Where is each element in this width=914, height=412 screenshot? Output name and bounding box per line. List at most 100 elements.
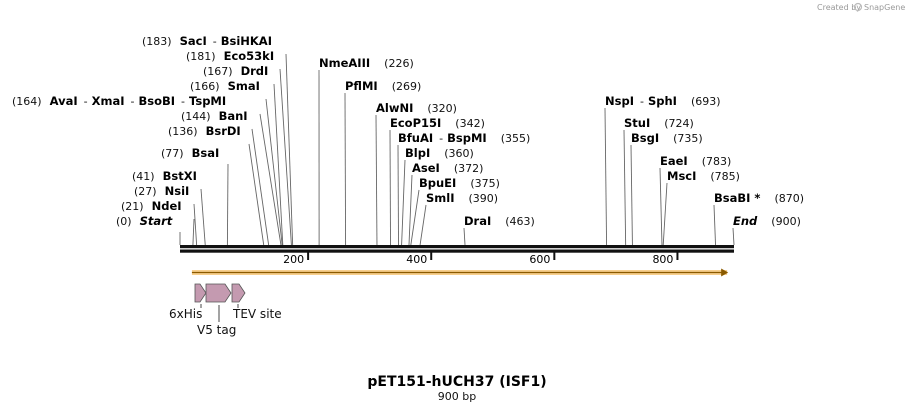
sequence-backbone	[180, 245, 734, 253]
site-leader-line	[192, 218, 195, 246]
site-name: SphI	[648, 94, 677, 108]
site-position: (785)	[710, 170, 740, 183]
site-bani[interactable]: (144) BanI	[181, 109, 248, 123]
site-leader-line	[662, 182, 668, 246]
site-bsgi[interactable]: BsgI (735)	[631, 131, 703, 145]
credit-brand: SnapGene	[864, 3, 905, 12]
site-name: XmaI	[92, 94, 125, 108]
site-bpuei[interactable]: BpuEI (375)	[419, 176, 500, 190]
ruler-tick-200: 200	[283, 252, 310, 266]
site-name: SacI	[180, 34, 207, 48]
site-name: SmaI	[228, 79, 260, 93]
site-position: (355)	[501, 132, 531, 145]
site-ecop15i[interactable]: EcoP15I (342)	[390, 116, 485, 130]
site-leader-line	[397, 144, 399, 246]
site-labels: (183) SacI - BsiHKAI(181) Eco53kI(167) DrdI(1…	[12, 34, 804, 228]
site-bsai[interactable]: (77) BsaI	[161, 146, 219, 160]
site-nspi[interactable]: NspI - SphI (693)	[605, 94, 721, 108]
site-position: (375)	[470, 177, 500, 190]
site-smli[interactable]: SmlI (390)	[426, 191, 498, 205]
site-name: Start	[140, 214, 173, 228]
site-name: DrdI	[241, 64, 269, 78]
site-leader-line	[248, 143, 265, 246]
site-alwni[interactable]: AlwNI (320)	[376, 101, 457, 115]
site-drai[interactable]: DraI (463)	[464, 214, 535, 228]
site-bsabi[interactable]: BsaBI * (870)	[714, 191, 804, 205]
site-drdi[interactable]: (167) DrdI	[203, 64, 268, 78]
feature-arrow-icon	[205, 283, 232, 303]
site-start[interactable]: (0) Start	[116, 214, 173, 228]
site-leader-line	[193, 203, 198, 246]
orf-arrow[interactable]	[191, 268, 729, 277]
features: 6xHis V5 tag TEV site	[169, 283, 282, 337]
site-position: (900)	[771, 215, 801, 228]
site-pflmi[interactable]: PflMI (269)	[345, 79, 421, 93]
feature-6xhis[interactable]: 6xHis	[169, 283, 207, 321]
credit-text: Created by	[817, 3, 861, 12]
site-nsii[interactable]: (27) NsiI	[134, 184, 189, 198]
site-bfuai[interactable]: BfuAI - BspMI (355)	[398, 131, 530, 145]
site-blpi[interactable]: BlpI (360)	[405, 146, 474, 160]
site-name: DraI	[464, 214, 491, 228]
site-eaei[interactable]: EaeI (783)	[660, 154, 731, 168]
site-stui[interactable]: StuI (724)	[624, 116, 694, 130]
feature-v5-tag[interactable]: V5 tag	[197, 283, 236, 337]
site-position: (167)	[203, 65, 233, 78]
site-position: (463)	[505, 215, 535, 228]
site-separator: -	[181, 95, 185, 108]
site-position: (269)	[392, 80, 422, 93]
ruler: 200 400 600 800	[283, 252, 679, 266]
site-saci[interactable]: (183) SacI - BsiHKAI	[142, 34, 272, 48]
ruler-tick-mark	[307, 252, 310, 260]
site-leader-line	[419, 204, 427, 246]
site-leader-line	[285, 53, 294, 246]
site-name: BlpI	[405, 146, 430, 160]
feature-label: V5 tag	[197, 323, 236, 337]
site-leaders	[179, 53, 735, 246]
site-ndei[interactable]: (21) NdeI	[121, 199, 182, 213]
orf-arrowhead-icon	[721, 268, 729, 277]
site-name: BsgI	[631, 131, 659, 145]
site-separator: -	[84, 95, 88, 108]
site-leader-line	[375, 114, 378, 246]
site-separator: -	[640, 95, 644, 108]
ruler-tick-label: 200	[283, 253, 304, 266]
site-position: (21)	[121, 200, 144, 213]
site-leader-line	[604, 107, 608, 246]
map-length: 900 bp	[438, 390, 476, 403]
site-name: BsaI	[192, 146, 220, 160]
site-eco53ki[interactable]: (181) Eco53kI	[186, 49, 274, 63]
ruler-tick-label: 800	[652, 253, 673, 266]
snapgene-logo-icon	[853, 2, 863, 12]
site-position: (166)	[190, 80, 220, 93]
site-smai[interactable]: (166) SmaI	[190, 79, 260, 93]
site-bsrdi[interactable]: (136) BsrDI	[168, 124, 241, 138]
site-name: EcoP15I	[390, 116, 441, 130]
site-nmeaiii[interactable]: NmeAIII (226)	[319, 56, 414, 70]
site-leader-line	[659, 167, 663, 246]
feature-tev-site[interactable]: TEV site	[231, 283, 282, 321]
site-name: BsoBI	[138, 94, 175, 108]
site-position: (372)	[454, 162, 484, 175]
site-name: NmeAIII	[319, 56, 370, 70]
ruler-tick-800: 800	[652, 252, 679, 266]
site-bstxi[interactable]: (41) BstXI	[132, 169, 197, 183]
site-name: AlwNI	[376, 101, 413, 115]
site-avai[interactable]: (164) AvaI - XmaI - BsoBI - TspMI	[12, 94, 226, 108]
site-leader-line	[265, 98, 283, 246]
site-leader-line	[279, 68, 292, 246]
site-leader-line	[251, 128, 270, 246]
backbone-bottom-strand	[180, 249, 734, 253]
site-name: BstXI	[163, 169, 197, 183]
site-position: (181)	[186, 50, 216, 63]
site-end[interactable]: End (900)	[733, 214, 801, 228]
site-leader-line	[732, 227, 735, 246]
site-leader-line	[401, 159, 406, 246]
map-title: pET151-hUCH37 (ISF1)	[367, 374, 546, 390]
site-name: AseI	[412, 161, 440, 175]
site-msci[interactable]: MscI (785)	[667, 169, 740, 183]
site-asei[interactable]: AseI (372)	[412, 161, 483, 175]
site-separator: -	[131, 95, 135, 108]
site-leader-line	[273, 83, 284, 246]
